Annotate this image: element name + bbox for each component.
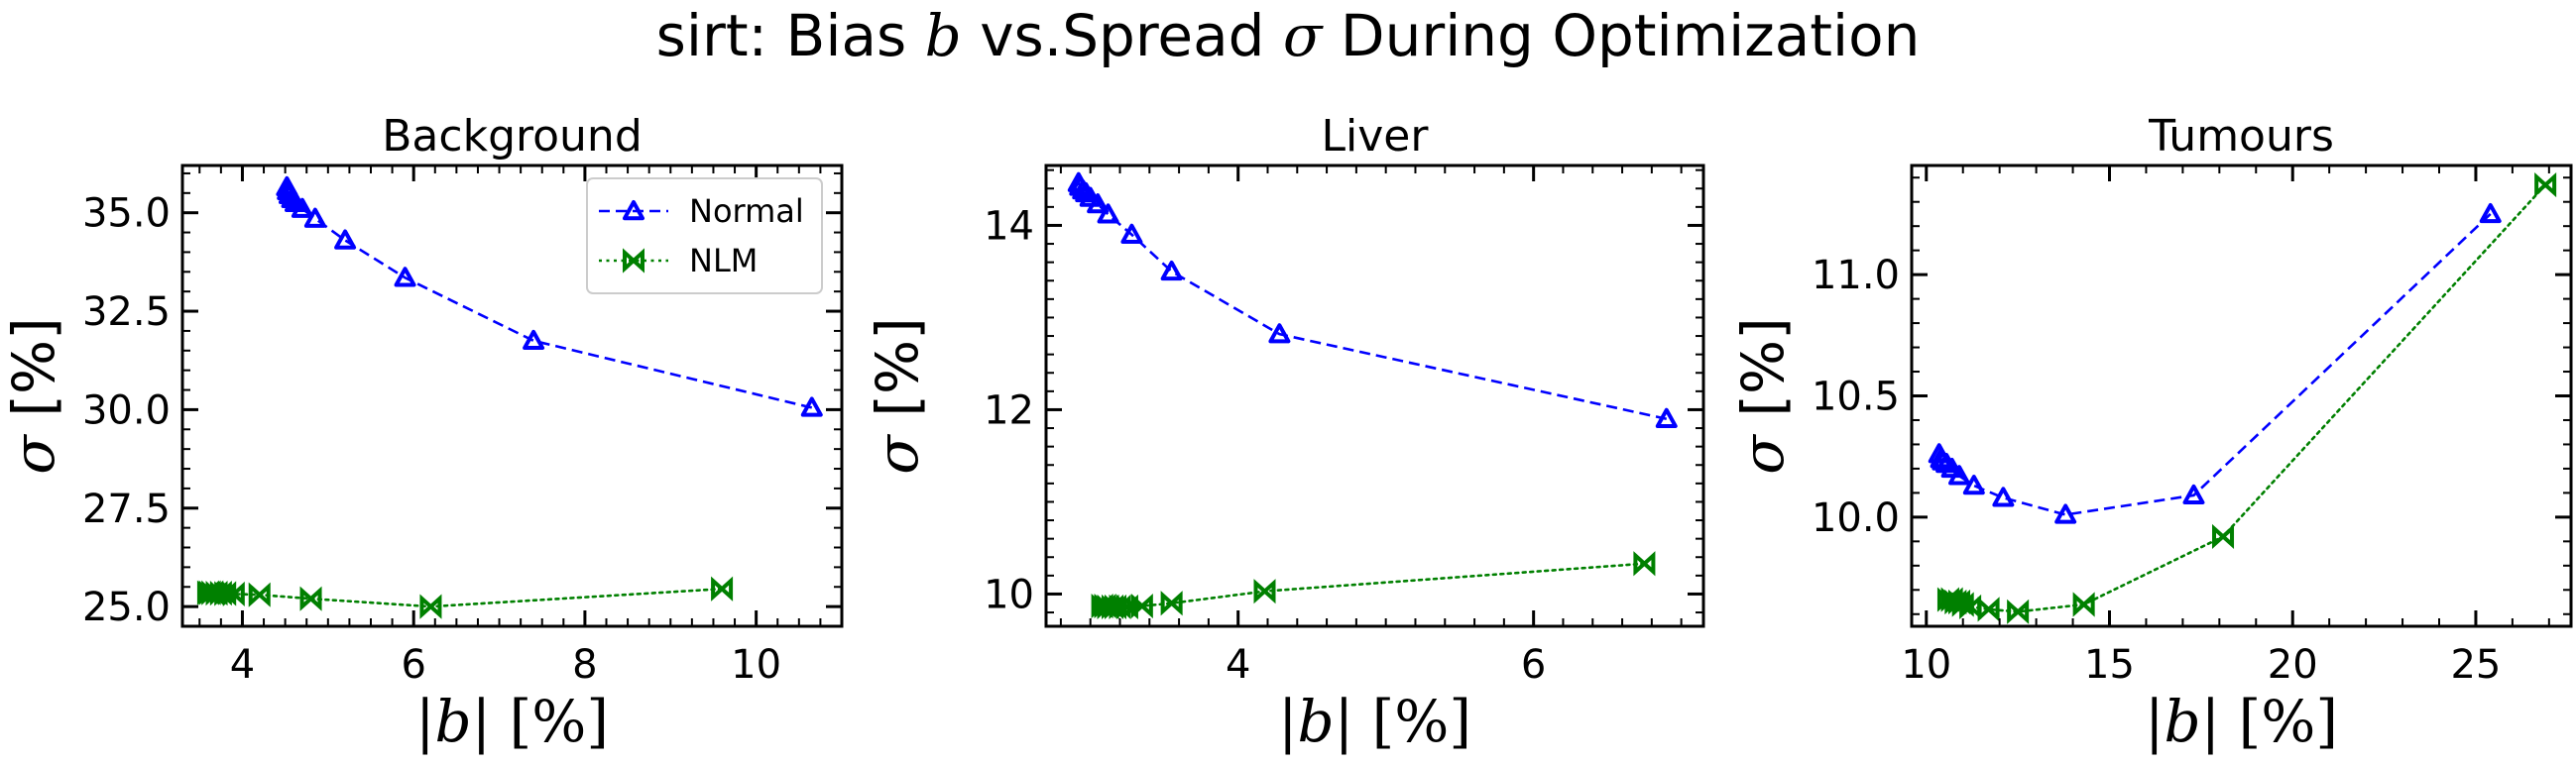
x-axis-label: |b| [%] [415, 688, 609, 755]
data-point-normal [2054, 503, 2077, 524]
data-point-nlm [1091, 593, 1113, 619]
series-line-normal [1077, 182, 1668, 421]
panel-title: Liver [1322, 111, 1430, 162]
y-tick-label: 10 [984, 572, 1034, 617]
data-point-nlm [248, 582, 271, 607]
legend-label: Normal [689, 192, 804, 230]
y-axis-label: σ [%] [864, 317, 931, 474]
x-tick-label: 15 [2084, 642, 2135, 688]
data-point-normal [523, 329, 545, 351]
x-tick-label: 6 [401, 642, 425, 688]
series-line-normal [1937, 213, 2492, 516]
y-tick-label: 27.5 [82, 487, 171, 532]
figure-title: sirt: Bias b vs.Spread σ During Optimiza… [0, 2, 2576, 69]
title-text-mid: vs.Spread [961, 2, 1283, 69]
y-tick-label: 25.0 [82, 585, 171, 630]
data-point-normal [334, 229, 357, 250]
x-tick-label: 4 [1226, 642, 1250, 688]
data-point-nlm [2007, 599, 2030, 624]
data-point-nlm [1160, 591, 1183, 616]
data-point-normal [2479, 202, 2502, 224]
x-tick-label: 6 [1521, 642, 1546, 688]
x-axis-label: |b| [%] [1278, 688, 1471, 755]
x-axis-label: |b| [%] [2145, 688, 2338, 755]
data-point-normal [394, 267, 416, 287]
data-point-nlm [1130, 593, 1153, 619]
data-point-normal [276, 175, 298, 197]
panel-title: Tumours [2148, 111, 2334, 162]
legend: Normal NLM [586, 177, 823, 294]
y-tick-label: 10.0 [1812, 495, 1900, 541]
y-tick-label: 14 [984, 203, 1034, 249]
x-tick-label: 8 [572, 642, 597, 688]
x-tick-label: 4 [230, 642, 255, 688]
data-point-normal [1928, 443, 1950, 464]
series-line-nlm [1101, 562, 1646, 608]
data-point-nlm [2534, 171, 2557, 198]
series-line-nlm [206, 587, 724, 608]
x-tick-label: 25 [2450, 642, 2501, 688]
data-point-normal [1962, 475, 1985, 495]
y-axis-label: σ [%] [1729, 317, 1797, 474]
series-group [1067, 171, 1678, 620]
axes-frame [1044, 164, 1705, 628]
data-point-normal [1067, 171, 1090, 192]
series-group [1928, 171, 2557, 624]
data-point-normal [1120, 223, 1143, 244]
data-point-nlm [711, 576, 734, 602]
data-point-normal [1160, 260, 1183, 281]
axes-frame [180, 164, 844, 628]
series-line-nlm [1946, 183, 2547, 613]
legend-label: NLM [689, 242, 758, 279]
x-tick-label: 10 [731, 642, 781, 688]
data-point-nlm [196, 580, 219, 605]
title-text-suffix: During Optimization [1322, 2, 1921, 69]
data-point-normal [1268, 323, 1291, 344]
y-tick-label: 10.5 [1812, 375, 1900, 420]
data-point-nlm [2212, 523, 2235, 550]
legend-marker [623, 200, 644, 221]
data-point-normal [2182, 484, 2205, 505]
x-tick-label: 20 [2268, 642, 2318, 688]
data-point-nlm [299, 586, 322, 611]
title-text-prefix: sirt: Bias [655, 2, 925, 69]
series-group [196, 175, 823, 619]
data-point-nlm [1633, 551, 1656, 577]
data-point-nlm [1253, 579, 1276, 604]
data-point-nlm [419, 594, 442, 619]
chart-panel-0: 4 6 8 10 25.0 27.5 30.0 32.5 35.0 Background |b| [… [0, 111, 844, 755]
y-tick-label: 12 [984, 387, 1034, 433]
data-point-normal [1097, 203, 1119, 224]
y-tick-label: 30.0 [82, 387, 171, 433]
y-axis-label: σ [%] [0, 317, 67, 474]
y-tick-label: 11.0 [1812, 253, 1900, 298]
y-tick-label: 32.5 [82, 289, 171, 335]
panel-title: Background [382, 111, 643, 162]
data-point-nlm [2072, 592, 2095, 617]
chart-panel-1: 4 6 10 12 14 Liver |b| [%] σ [%] [864, 111, 1705, 755]
y-tick-label: 35.0 [82, 191, 171, 237]
chart-panel-2: 10 15 20 25 10.0 10.5 11.0 Tumours |b| [%] σ [%] [1729, 111, 2573, 755]
legend-box [586, 177, 823, 294]
x-tick-label: 10 [1901, 642, 1951, 688]
title-text-sigma: σ [1282, 2, 1323, 69]
data-point-normal [1655, 407, 1678, 428]
data-point-nlm [1936, 587, 1959, 612]
data-point-normal [800, 396, 823, 417]
data-point-normal [1992, 487, 2015, 507]
title-text-b: b [924, 2, 962, 69]
axes-frame [1910, 164, 2573, 628]
legend-marker [623, 248, 644, 274]
